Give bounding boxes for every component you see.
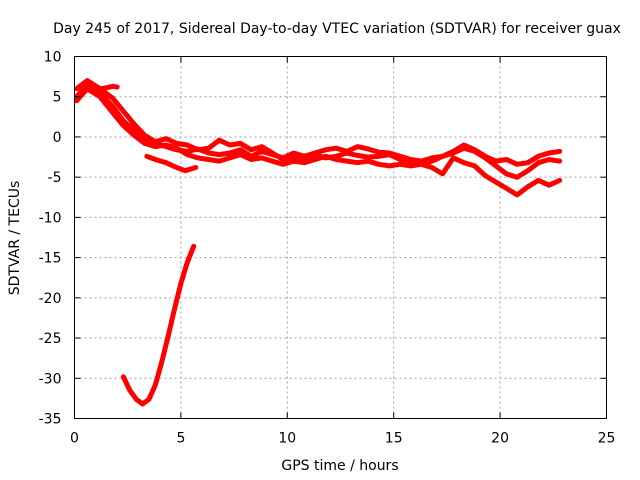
x-tick-label: 25 bbox=[598, 431, 616, 447]
tick-layer: 0 5 10 15 20 25 10 5 0 -5 -10 -15 -20 -25 -30 -35 bbox=[39, 50, 616, 447]
y-tick-label: -10 bbox=[39, 210, 62, 226]
y-axis-label: SDTVAR / TECUs bbox=[7, 181, 23, 296]
y-tick-label: 0 bbox=[53, 130, 62, 146]
y-tick-label: 10 bbox=[44, 50, 62, 66]
x-tick-label: 15 bbox=[385, 431, 403, 447]
y-tick-label: -5 bbox=[48, 170, 62, 186]
series-line-sat-c bbox=[74, 86, 563, 198]
series-line-sat-a bbox=[74, 82, 563, 180]
y-tick-label: -35 bbox=[39, 412, 62, 428]
x-tick-label: 5 bbox=[176, 431, 185, 447]
y-tick-label: 5 bbox=[53, 90, 62, 106]
series-line-sat-e bbox=[144, 153, 199, 174]
y-tick-label: -20 bbox=[39, 291, 62, 307]
y-tick-label: -30 bbox=[39, 371, 62, 387]
x-tick-label: 0 bbox=[70, 431, 79, 447]
plot-frame bbox=[74, 56, 607, 419]
x-tick-label: 10 bbox=[278, 431, 296, 447]
x-axis-label: GPS time / hours bbox=[281, 458, 398, 474]
series-layer bbox=[74, 78, 563, 407]
series-line-sat-d bbox=[74, 83, 120, 100]
series-line-sat-f bbox=[120, 243, 197, 407]
chart-title: Day 245 of 2017, Sidereal Day-to-day VTE… bbox=[53, 21, 621, 37]
x-tick-label: 20 bbox=[491, 431, 509, 447]
y-tick-label: -25 bbox=[39, 331, 62, 347]
y-tick-label: -15 bbox=[39, 251, 62, 267]
grid-layer bbox=[74, 56, 607, 419]
